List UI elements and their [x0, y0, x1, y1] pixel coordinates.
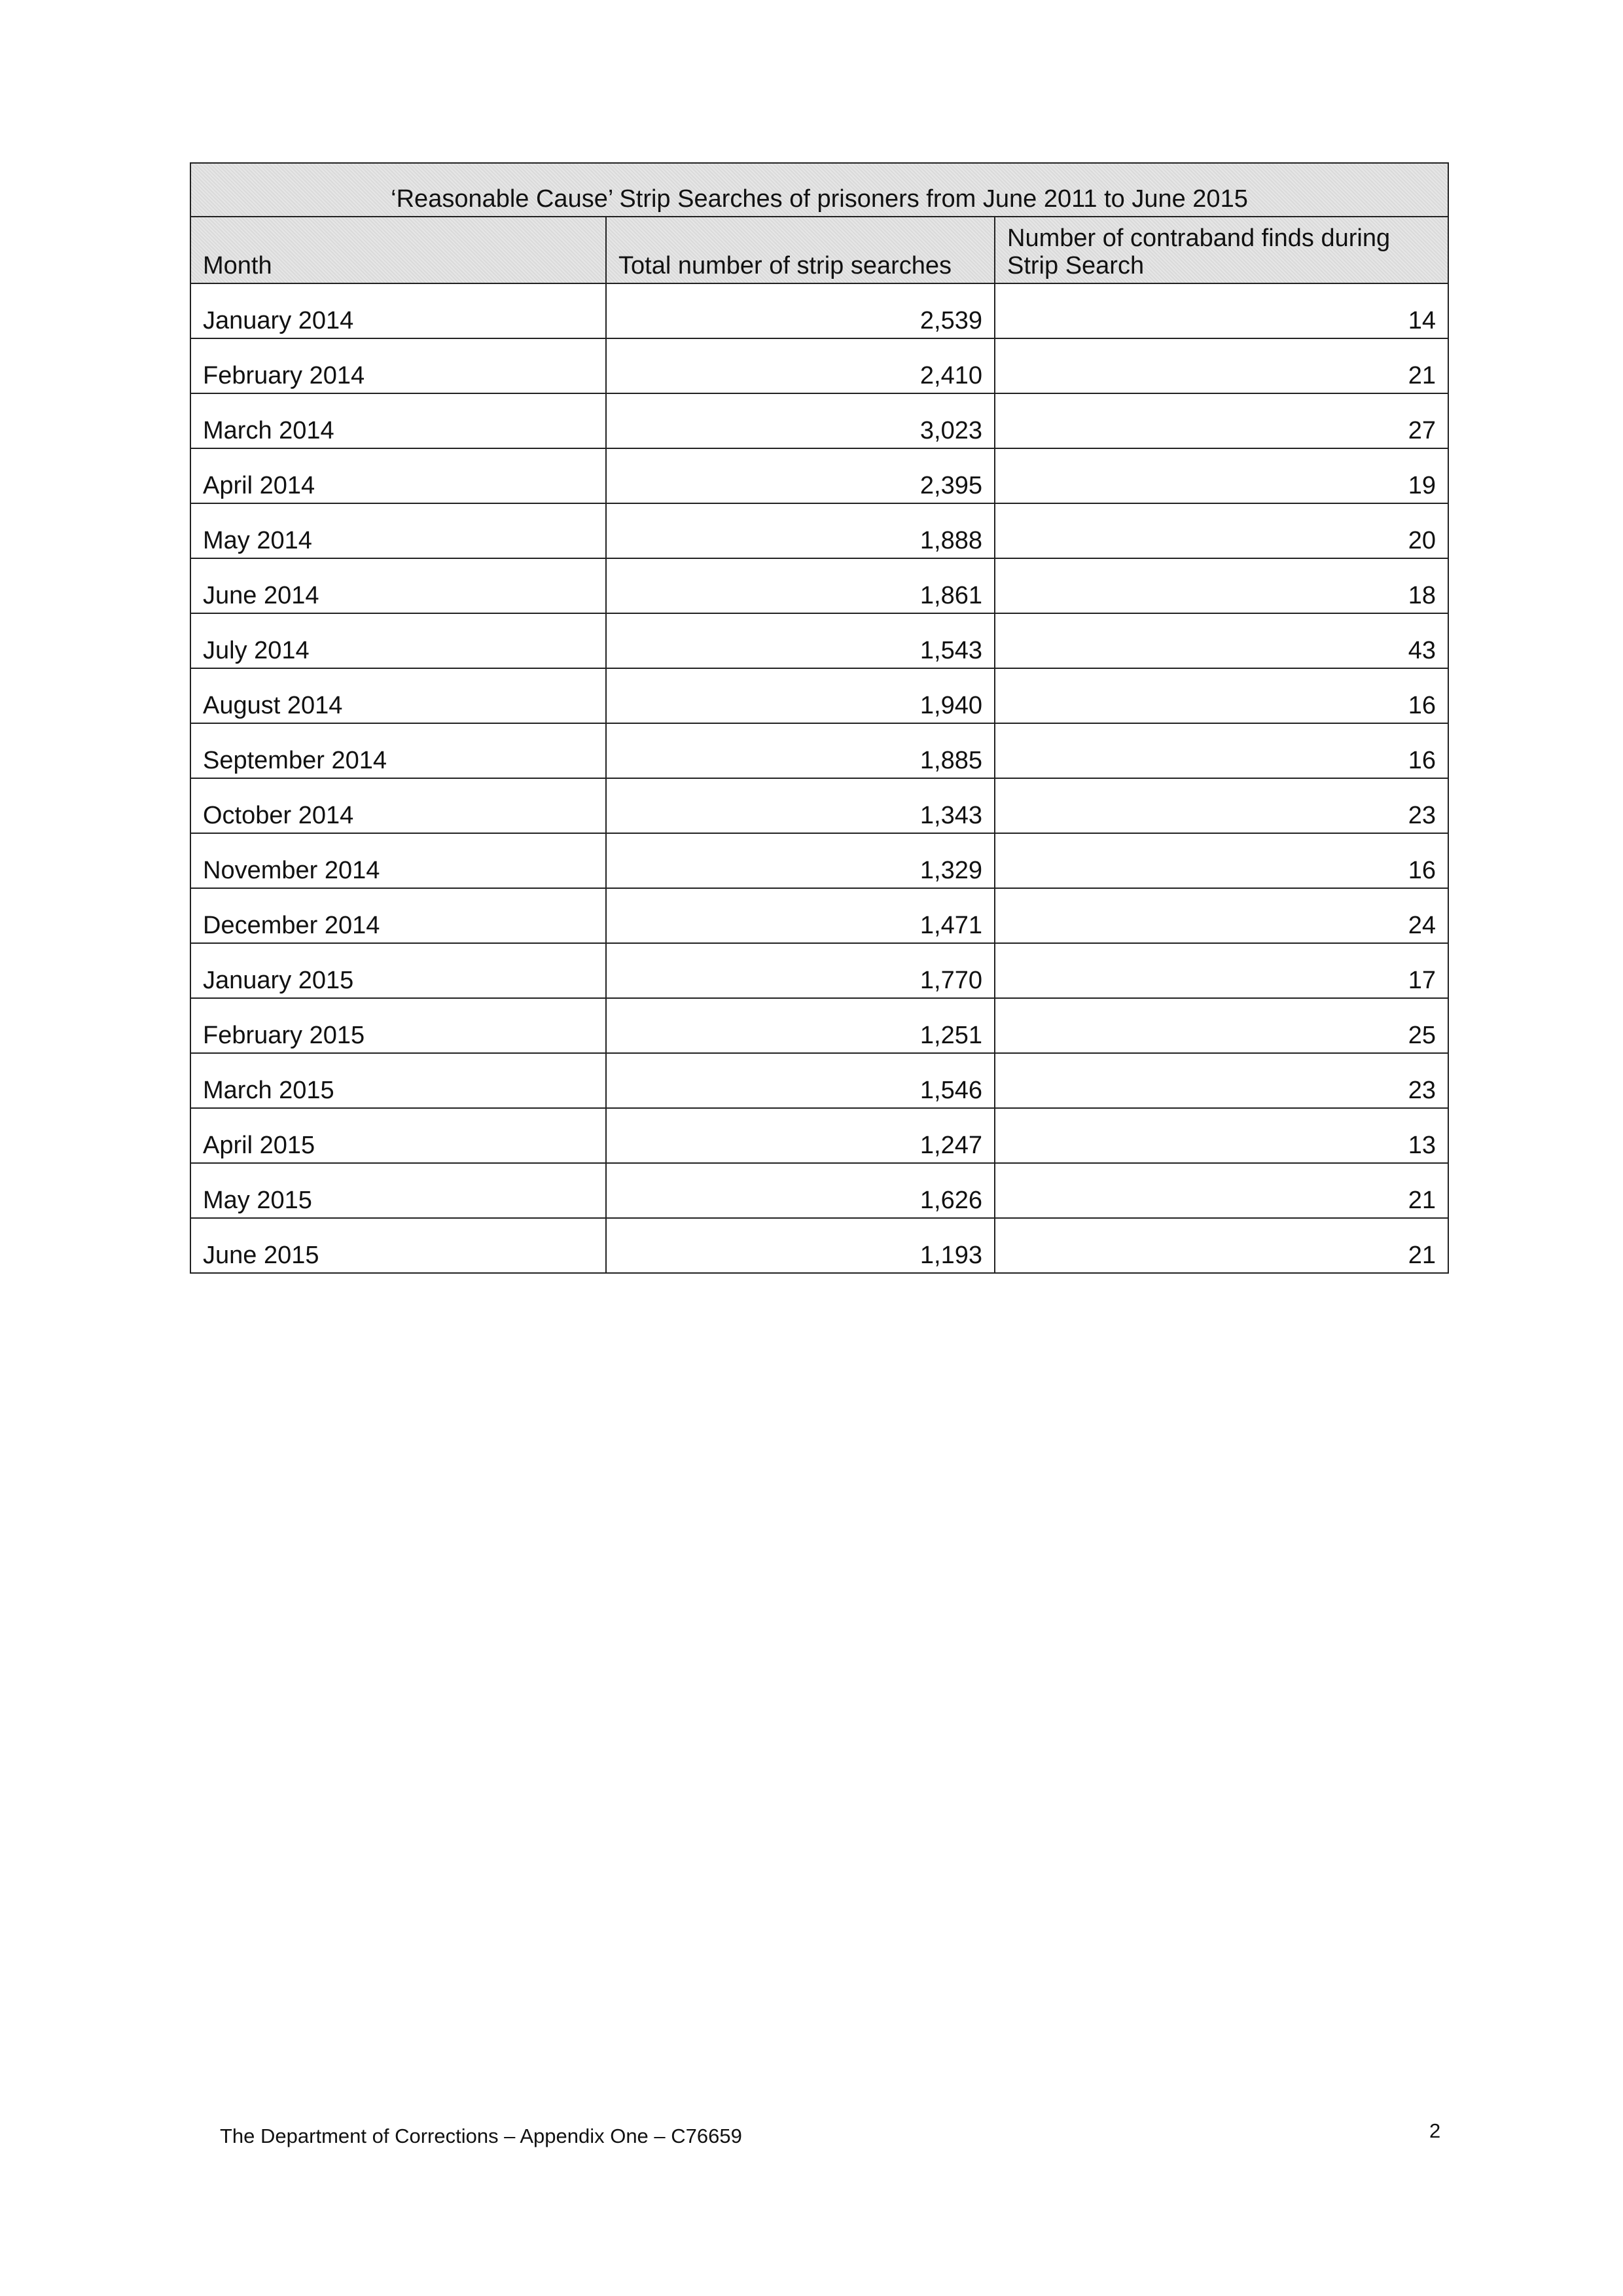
cell-total-searches: 1,885	[605, 723, 995, 779]
cell-total-searches: 1,770	[605, 942, 995, 999]
cell-total-searches: 2,410	[605, 338, 995, 394]
cell-month: April 2015	[190, 1107, 607, 1164]
cell-month: December 2014	[190, 888, 607, 944]
table-row: July 2014 1,543 43	[190, 613, 1450, 669]
table-row: February 2014 2,410 21	[190, 338, 1450, 394]
page-number: 2	[1429, 2119, 1441, 2142]
table-row: March 2014 3,023 27	[190, 393, 1450, 449]
cell-month: January 2015	[190, 942, 607, 999]
cell-total-searches: 1,343	[605, 778, 995, 834]
table-row: June 2014 1,861 18	[190, 558, 1450, 614]
cell-month: March 2014	[190, 393, 607, 449]
table-row: February 2015 1,251 25	[190, 997, 1450, 1054]
cell-contraband-finds: 24	[993, 888, 1450, 944]
table-row: April 2015 1,247 13	[190, 1107, 1450, 1164]
cell-total-searches: 1,546	[605, 1052, 995, 1109]
table-row: January 2015 1,770 17	[190, 942, 1450, 999]
table-row: November 2014 1,329 16	[190, 833, 1450, 889]
cell-total-searches: 1,888	[605, 503, 995, 559]
cell-contraband-finds: 27	[993, 393, 1450, 449]
cell-contraband-finds: 16	[993, 723, 1450, 779]
cell-total-searches: 1,329	[605, 833, 995, 889]
cell-month: May 2014	[190, 503, 607, 559]
table-row: May 2014 1,888 20	[190, 503, 1450, 559]
cell-total-searches: 1,940	[605, 668, 995, 724]
cell-total-searches: 2,539	[605, 283, 995, 339]
cell-month: May 2015	[190, 1162, 607, 1219]
header-total-searches: Total number of strip searches	[605, 216, 995, 284]
cell-contraband-finds: 21	[993, 1162, 1450, 1219]
header-month: Month	[190, 216, 607, 284]
cell-month: July 2014	[190, 613, 607, 669]
cell-contraband-finds: 13	[993, 1107, 1450, 1164]
cell-month: February 2014	[190, 338, 607, 394]
cell-total-searches: 2,395	[605, 448, 995, 504]
header-contraband-finds: Number of contraband finds during Strip …	[993, 216, 1450, 284]
table-row: March 2015 1,546 23	[190, 1052, 1450, 1109]
table-title: ‘Reasonable Cause’ Strip Searches of pri…	[189, 162, 1450, 217]
cell-contraband-finds: 17	[993, 942, 1450, 999]
cell-contraband-finds: 19	[993, 448, 1450, 504]
cell-month: October 2014	[190, 778, 607, 834]
table-row: August 2014 1,940 16	[190, 668, 1450, 724]
cell-contraband-finds: 43	[993, 613, 1450, 669]
cell-total-searches: 1,861	[605, 558, 995, 614]
cell-total-searches: 3,023	[605, 393, 995, 449]
cell-contraband-finds: 23	[993, 778, 1450, 834]
table-row: January 2014 2,539 14	[190, 283, 1450, 339]
cell-total-searches: 1,251	[605, 997, 995, 1054]
cell-total-searches: 1,247	[605, 1107, 995, 1164]
cell-month: April 2014	[190, 448, 607, 504]
table-title-row: ‘Reasonable Cause’ Strip Searches of pri…	[189, 162, 1450, 217]
table-row: June 2015 1,193 21	[190, 1217, 1450, 1274]
table-row: September 2014 1,885 16	[190, 723, 1450, 779]
cell-total-searches: 1,193	[605, 1217, 995, 1274]
cell-month: March 2015	[190, 1052, 607, 1109]
cell-total-searches: 1,471	[605, 888, 995, 944]
cell-contraband-finds: 14	[993, 283, 1450, 339]
cell-month: November 2014	[190, 833, 607, 889]
cell-month: February 2015	[190, 997, 607, 1054]
cell-contraband-finds: 21	[993, 338, 1450, 394]
table-row: May 2015 1,626 21	[190, 1162, 1450, 1219]
footer-text: The Department of Corrections – Appendix…	[220, 2125, 742, 2147]
table-row: December 2014 1,471 24	[190, 888, 1450, 944]
cell-contraband-finds: 16	[993, 668, 1450, 724]
cell-total-searches: 1,543	[605, 613, 995, 669]
table-header-row: Month Total number of strip searches Num…	[190, 216, 1450, 284]
cell-month: June 2014	[190, 558, 607, 614]
cell-contraband-finds: 25	[993, 997, 1450, 1054]
strip-search-table: ‘Reasonable Cause’ Strip Searches of pri…	[189, 162, 1450, 1274]
table-row: October 2014 1,343 23	[190, 778, 1450, 834]
cell-total-searches: 1,626	[605, 1162, 995, 1219]
cell-month: September 2014	[190, 723, 607, 779]
cell-month: June 2015	[190, 1217, 607, 1274]
cell-contraband-finds: 16	[993, 833, 1450, 889]
table-row: April 2014 2,395 19	[190, 448, 1450, 504]
cell-month: January 2014	[190, 283, 607, 339]
cell-contraband-finds: 21	[993, 1217, 1450, 1274]
cell-contraband-finds: 20	[993, 503, 1450, 559]
cell-month: August 2014	[190, 668, 607, 724]
cell-contraband-finds: 23	[993, 1052, 1450, 1109]
cell-contraband-finds: 18	[993, 558, 1450, 614]
